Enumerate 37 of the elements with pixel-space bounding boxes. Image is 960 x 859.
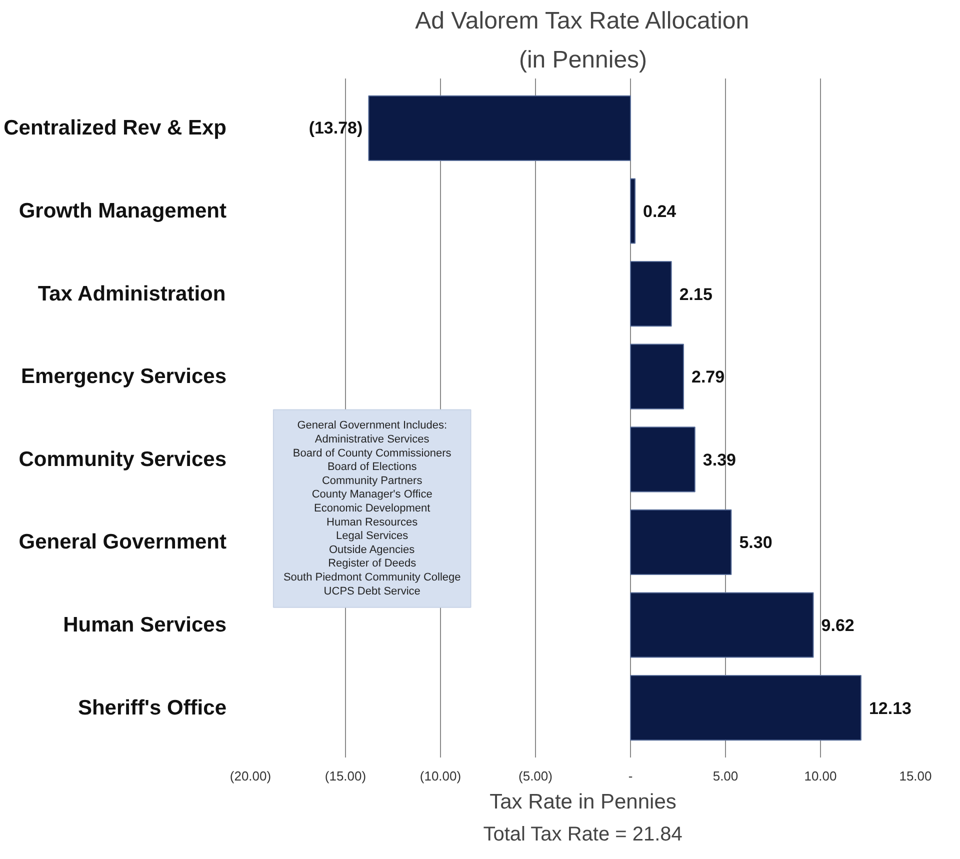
x-tick-label: 15.00 (899, 768, 932, 784)
text: Total Tax Rate = 21.84 (483, 824, 682, 846)
bar (630, 426, 696, 492)
data-label: 12.13 (868, 698, 912, 718)
y-tick-label: Human Services (63, 614, 227, 637)
data-label: 0.24 (643, 202, 677, 221)
bar (630, 178, 636, 244)
x-tick-label: 5.00 (712, 768, 738, 784)
y-tick-label: Emergency Services (21, 365, 226, 388)
x-tick-label: - (628, 768, 633, 784)
bar (630, 509, 732, 575)
x-tick-label: (15.00) (324, 768, 366, 784)
data-label: 2.79 (692, 368, 725, 387)
y-tick-label: General Government (18, 530, 227, 554)
x-tick-label: 10.00 (804, 768, 837, 784)
y-tick-label: Growth Management (18, 199, 227, 222)
data-label: 2.15 (679, 284, 712, 304)
data-label: 9.62 (821, 616, 854, 636)
bar (630, 675, 862, 741)
text: General Government Includes: Administrative Services Board of County Commissioners Board of Elections Community Partners County Manager's Office Economic Development Human Resources Legal Services Outside Agencies Register of Deeds South Piedmont Community College UCPS Debt Service (283, 420, 461, 598)
bar (630, 344, 684, 410)
bar (630, 261, 672, 327)
y-tick-label: Centralized Rev & Exp (4, 116, 227, 140)
y-tick-label: Community Services (18, 448, 227, 471)
bar (630, 592, 814, 658)
y-tick-label: Sheriff's Office (78, 696, 227, 720)
x-tick-label: (5.00) (518, 768, 552, 784)
chart-title: Ad Valorem Tax Rate Allocation (415, 8, 750, 34)
x-axis-title: Tax Rate in Pennies (490, 790, 676, 814)
x-tick-label: (20.00) (230, 768, 272, 784)
x-tick-label: (10.00) (420, 768, 462, 784)
data-label: 3.39 (702, 450, 736, 470)
bar (368, 95, 631, 161)
data-label: 5.30 (739, 533, 772, 552)
chart-subtitle: (in Pennies) (518, 46, 648, 74)
data-label: (13.78) (308, 118, 363, 138)
y-tick-label: Tax Administration (38, 282, 226, 306)
